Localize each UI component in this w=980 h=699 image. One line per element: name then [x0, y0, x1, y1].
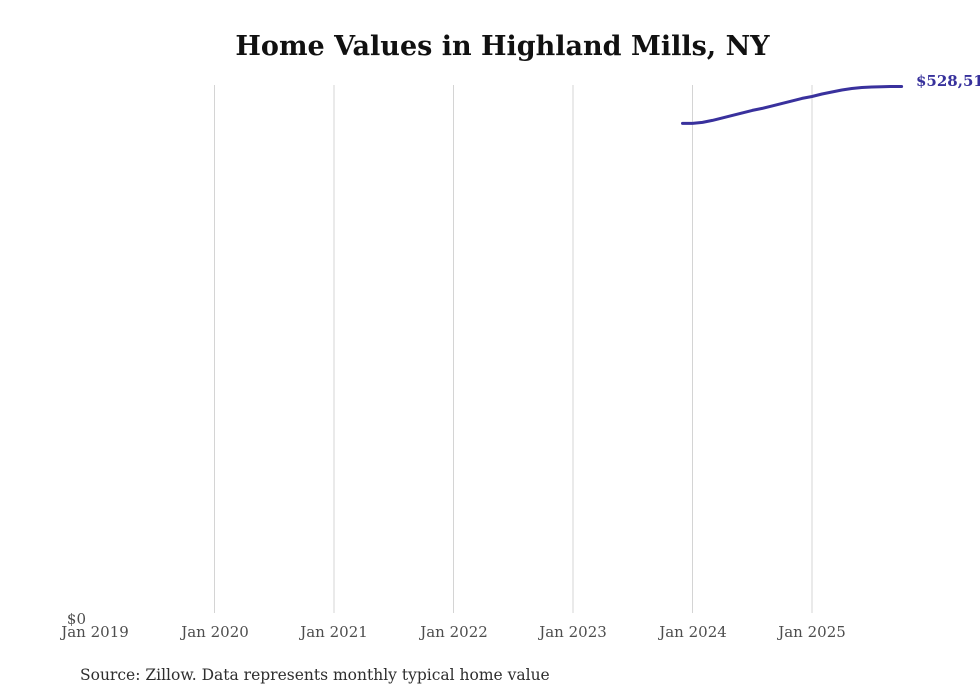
- x-tick-label: Jan 2024: [659, 623, 727, 641]
- x-tick-label: Jan 2023: [539, 623, 607, 641]
- x-tick-label: Jan 2022: [420, 623, 488, 641]
- value-line-series: [681, 85, 904, 125]
- x-tick-label: Jan 2020: [181, 623, 249, 641]
- x-tick-label: Jan 2019: [61, 623, 129, 641]
- x-tick-label: Jan 2021: [300, 623, 368, 641]
- y-axis-zero-label: $0: [66, 610, 86, 628]
- gridlines: [214, 85, 813, 613]
- chart-title: Home Values in Highland Mills, NY: [235, 31, 770, 62]
- source-note: Source: Zillow. Data represents monthly …: [80, 666, 550, 684]
- latest-value-label: $528,51: [916, 72, 980, 90]
- x-tick-label: Jan 2025: [778, 623, 846, 641]
